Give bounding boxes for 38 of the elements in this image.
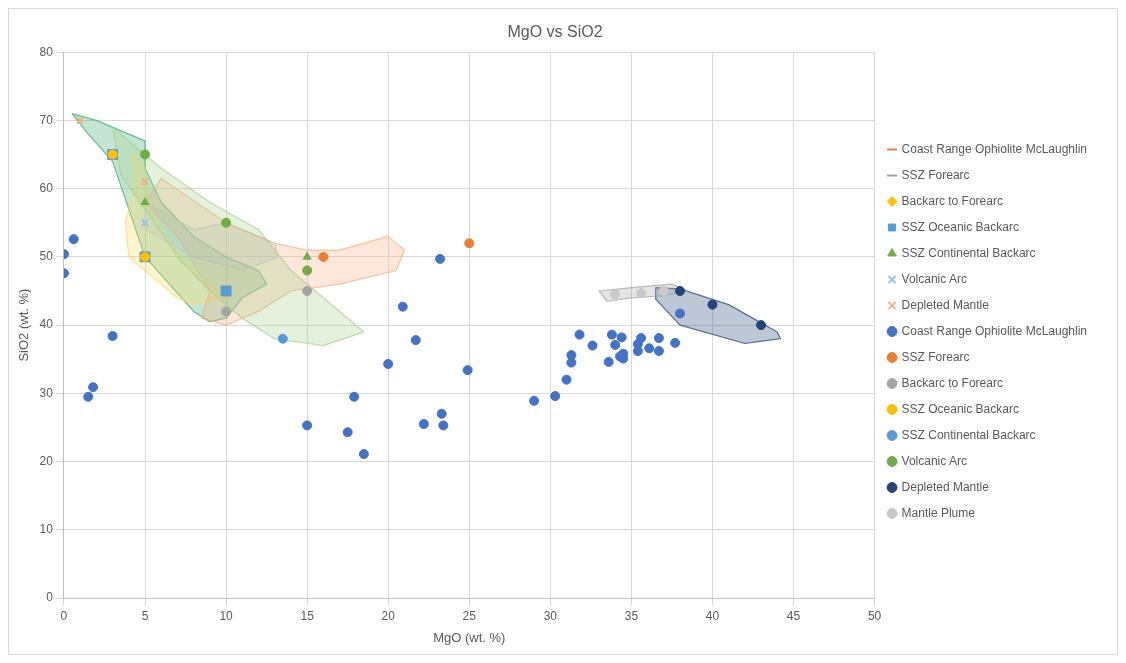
x-tick-label: 20: [381, 608, 396, 623]
legend-label: SSZ Forearc: [901, 349, 970, 364]
x-axis-title: MgO (wt. %): [433, 629, 506, 645]
y-tick-label: 0: [46, 590, 54, 605]
legend-label: SSZ Oceanic Backarc: [901, 401, 1019, 416]
legend-label: Depleted Mantle: [901, 297, 990, 312]
y-tick-label: 40: [39, 317, 54, 332]
y-tick-label: 70: [39, 112, 54, 127]
legend-label: Mantle Plume: [901, 505, 976, 520]
x-tick-label: 10: [219, 608, 234, 623]
y-tick-label: 60: [39, 180, 54, 195]
x-tick-label: 5: [141, 608, 149, 623]
y-tick-label: 10: [39, 522, 54, 537]
legend-label: Volcanic Arc: [901, 453, 967, 468]
legend-label: SSZ Continental Backarc: [901, 427, 1036, 442]
y-tick-label: 80: [39, 44, 54, 59]
legend-label: Coast Range Ophiolite McLaughlin: [901, 323, 1088, 338]
y-tick-label: 20: [39, 453, 54, 468]
legend-label: Coast Range Ophiolite McLaughlin: [901, 141, 1088, 156]
x-tick-label: 35: [624, 608, 639, 623]
legend-label: Backarc to Forearc: [901, 193, 1003, 208]
legend-label: SSZ Continental Backarc: [901, 245, 1036, 260]
x-tick-label: 25: [462, 608, 477, 623]
legend-label: Depleted Mantle: [901, 479, 990, 494]
x-tick-label: 50: [867, 608, 882, 623]
legend-label: SSZ Oceanic Backarc: [901, 219, 1019, 234]
y-tick-label: 50: [39, 249, 54, 264]
x-tick-label: 30: [543, 608, 558, 623]
x-tick-label: 15: [300, 608, 315, 623]
y-tick-label: 30: [39, 385, 54, 400]
y-axis-title: SiO2 (wt. %): [16, 288, 32, 362]
x-tick-label: 45: [786, 608, 801, 623]
chart-title: MgO vs SiO2: [507, 23, 603, 41]
x-tick-label: 40: [705, 608, 720, 623]
x-tick-label: 0: [60, 608, 68, 623]
legend-label: SSZ Forearc: [901, 167, 970, 182]
legend-label: Backarc to Forearc: [901, 375, 1003, 390]
legend-label: Volcanic Arc: [901, 271, 967, 286]
